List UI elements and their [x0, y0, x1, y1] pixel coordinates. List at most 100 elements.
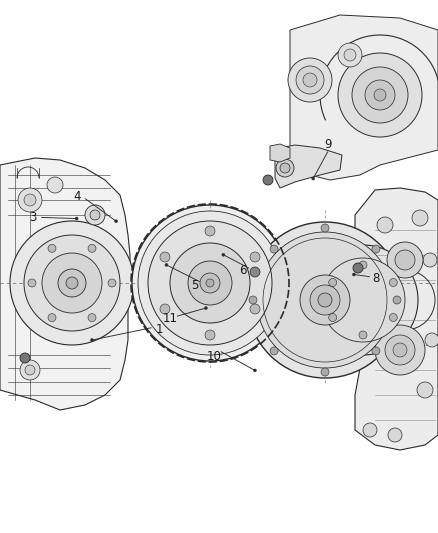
Circle shape: [412, 210, 428, 226]
Text: 10: 10: [206, 350, 221, 362]
Circle shape: [47, 177, 63, 193]
Circle shape: [374, 89, 386, 101]
Circle shape: [296, 66, 324, 94]
Text: 1: 1: [156, 323, 164, 336]
Circle shape: [206, 279, 214, 287]
Circle shape: [308, 245, 418, 355]
Circle shape: [205, 226, 215, 236]
Circle shape: [387, 242, 423, 278]
Circle shape: [372, 347, 380, 355]
Circle shape: [363, 423, 377, 437]
Circle shape: [88, 244, 96, 252]
Circle shape: [310, 285, 340, 315]
Circle shape: [28, 279, 36, 287]
Circle shape: [20, 360, 40, 380]
Circle shape: [160, 252, 170, 262]
Circle shape: [85, 205, 105, 225]
Circle shape: [328, 313, 337, 321]
Circle shape: [303, 73, 317, 87]
Circle shape: [353, 263, 363, 273]
Circle shape: [318, 293, 332, 307]
Circle shape: [108, 279, 116, 287]
Text: 9: 9: [324, 139, 332, 151]
Circle shape: [250, 267, 260, 277]
Circle shape: [90, 210, 100, 220]
Circle shape: [132, 205, 288, 361]
Circle shape: [18, 188, 42, 212]
Circle shape: [280, 163, 290, 173]
Circle shape: [388, 428, 402, 442]
Circle shape: [338, 43, 362, 67]
Circle shape: [148, 221, 272, 345]
Circle shape: [91, 338, 93, 342]
Circle shape: [48, 244, 56, 252]
Circle shape: [160, 304, 170, 314]
Polygon shape: [0, 158, 130, 410]
Circle shape: [288, 58, 332, 102]
Circle shape: [42, 253, 102, 313]
Circle shape: [205, 330, 215, 340]
Circle shape: [425, 333, 438, 347]
Circle shape: [321, 224, 329, 232]
Circle shape: [423, 253, 437, 267]
Polygon shape: [290, 15, 438, 180]
Circle shape: [365, 80, 395, 110]
Circle shape: [205, 306, 207, 310]
Circle shape: [58, 269, 86, 297]
Circle shape: [393, 343, 407, 357]
Circle shape: [188, 261, 232, 305]
Circle shape: [24, 235, 120, 331]
Circle shape: [338, 53, 422, 137]
Circle shape: [312, 177, 314, 180]
Text: 3: 3: [29, 211, 36, 224]
Circle shape: [344, 49, 356, 61]
Circle shape: [377, 217, 393, 233]
Circle shape: [20, 353, 30, 363]
Circle shape: [359, 261, 367, 269]
Circle shape: [115, 220, 117, 223]
Circle shape: [48, 313, 56, 321]
Circle shape: [372, 245, 380, 253]
Circle shape: [257, 232, 393, 368]
Circle shape: [247, 222, 403, 378]
Circle shape: [276, 159, 294, 177]
Circle shape: [222, 253, 225, 256]
Circle shape: [75, 217, 78, 220]
Circle shape: [353, 273, 355, 276]
Circle shape: [389, 279, 397, 287]
Polygon shape: [275, 145, 342, 188]
Circle shape: [375, 325, 425, 375]
Circle shape: [24, 194, 36, 206]
Circle shape: [385, 335, 415, 365]
Polygon shape: [355, 188, 438, 450]
Circle shape: [321, 368, 329, 376]
Circle shape: [359, 331, 367, 339]
Text: 4: 4: [73, 190, 81, 203]
Text: 11: 11: [162, 312, 177, 325]
Circle shape: [165, 263, 168, 266]
Circle shape: [138, 211, 282, 355]
Polygon shape: [270, 144, 290, 162]
Circle shape: [389, 313, 397, 321]
Circle shape: [254, 369, 256, 372]
Circle shape: [321, 258, 405, 342]
Circle shape: [170, 243, 250, 323]
Circle shape: [200, 273, 220, 293]
Circle shape: [10, 221, 134, 345]
Circle shape: [263, 175, 273, 185]
Circle shape: [88, 313, 96, 321]
Circle shape: [395, 250, 415, 270]
Circle shape: [328, 279, 337, 287]
Circle shape: [270, 245, 278, 253]
Circle shape: [352, 67, 408, 123]
Circle shape: [249, 296, 257, 304]
Circle shape: [250, 252, 260, 262]
Circle shape: [66, 277, 78, 289]
Circle shape: [300, 275, 350, 325]
Circle shape: [417, 382, 433, 398]
Circle shape: [25, 365, 35, 375]
Text: 5: 5: [191, 279, 198, 292]
Text: 6: 6: [239, 264, 247, 277]
Text: 8: 8: [372, 272, 379, 285]
Circle shape: [393, 296, 401, 304]
